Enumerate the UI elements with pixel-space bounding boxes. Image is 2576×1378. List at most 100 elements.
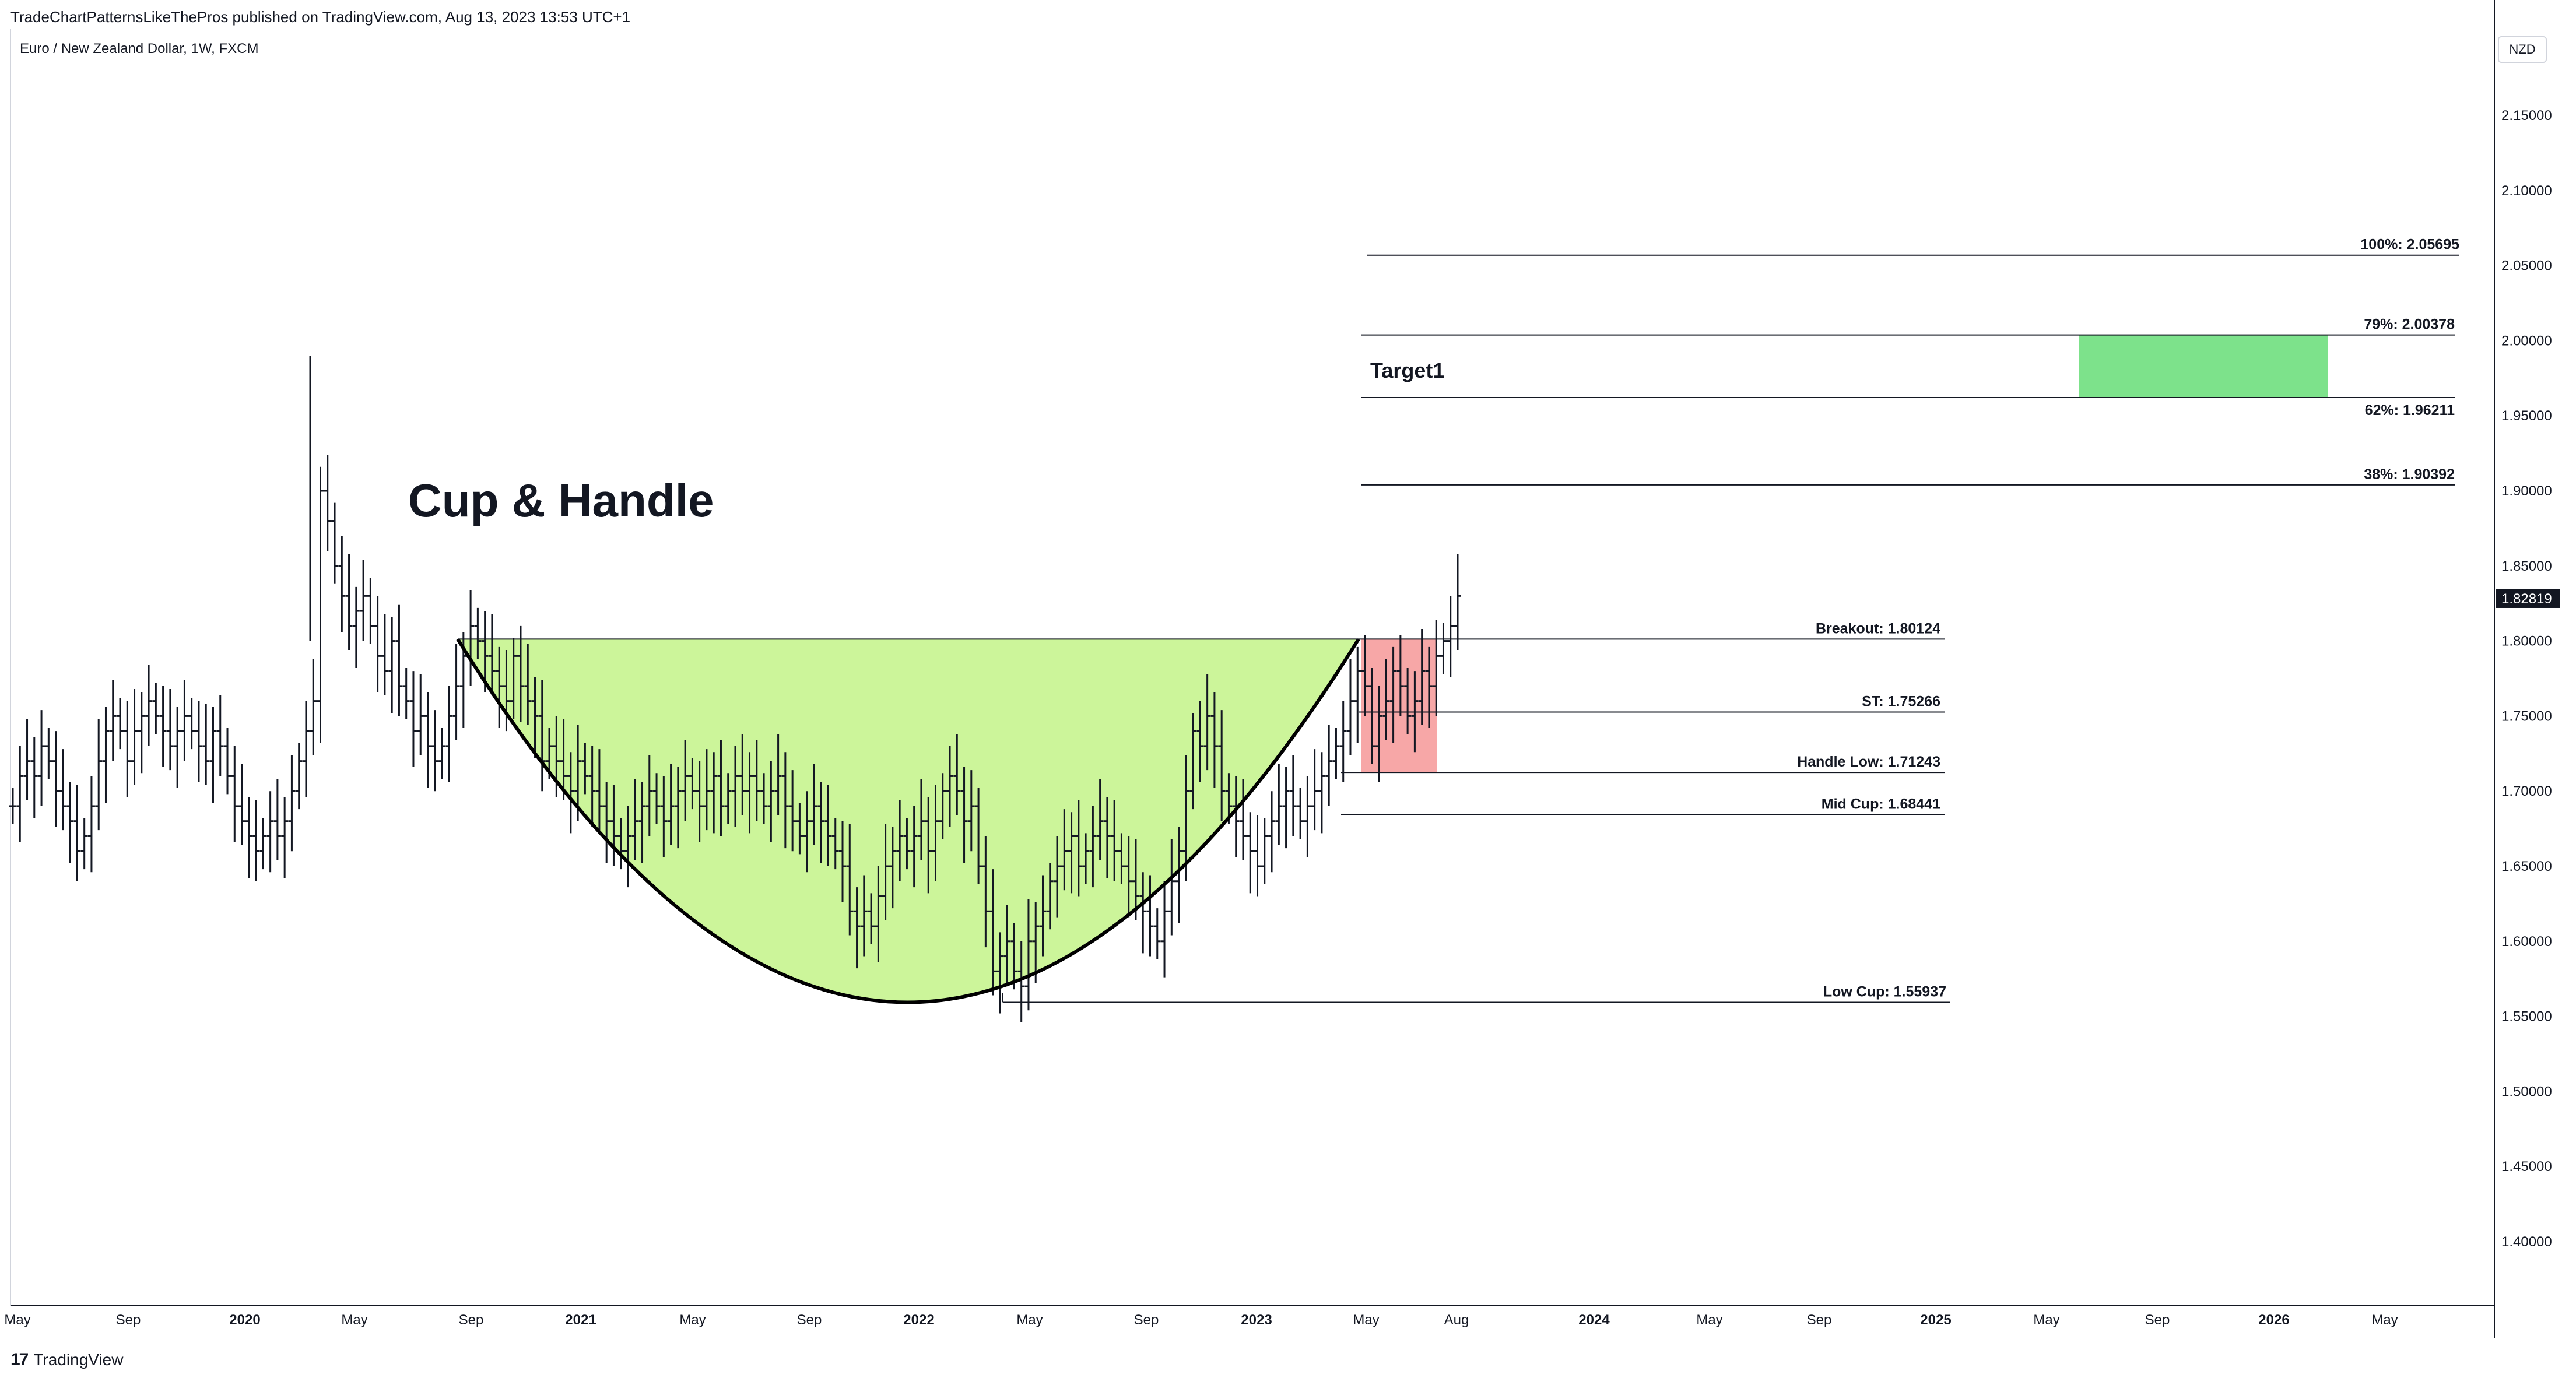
price-bar <box>1153 908 1161 959</box>
last-price-tag <box>2496 589 2560 608</box>
price-bar <box>181 680 188 761</box>
price-bar <box>803 791 810 873</box>
price-bar <box>374 596 381 692</box>
price-bar <box>424 692 431 789</box>
price-bar <box>1168 839 1175 936</box>
cup-outline <box>456 638 1360 1004</box>
symbol-line[interactable]: Euro / New Zealand Dollar, 1W, FXCM <box>20 41 259 57</box>
fib-levels[interactable]: 100%: 2.05695 79%: 2.00378 62%: 1.96211 38%… <box>458 237 2459 1003</box>
price-bar <box>395 604 403 716</box>
price-bar <box>95 719 103 831</box>
price-bar <box>567 752 574 834</box>
price-bar <box>831 818 839 870</box>
price-bar <box>960 767 968 863</box>
price-bar <box>138 692 145 774</box>
price-bar <box>224 728 231 795</box>
level-label: 38%: 1.90392 <box>2364 466 2455 483</box>
price-bar <box>1161 881 1168 978</box>
price-bar <box>310 659 317 755</box>
price-bar <box>1375 686 1383 782</box>
price-bar <box>1447 596 1454 677</box>
price-bar <box>1254 815 1261 897</box>
level-label: Breakout: 1.80124 <box>1816 620 1940 637</box>
price-bar <box>1354 646 1361 743</box>
time-tick-label: Sep <box>797 1312 822 1328</box>
price-bar <box>360 560 367 641</box>
price-bar <box>910 806 918 888</box>
price-bar <box>445 686 453 782</box>
brand-name: TradingView <box>33 1351 124 1369</box>
price-bar <box>631 779 639 860</box>
price-bar <box>80 818 88 870</box>
price-bar <box>216 695 224 776</box>
price-bar <box>109 680 117 761</box>
price-bar <box>23 719 31 800</box>
price-bar <box>1304 776 1311 857</box>
price-bar <box>767 761 775 842</box>
price-bar <box>975 788 982 884</box>
price-tick-label: 1.50000 <box>2501 1084 2552 1099</box>
price-bar <box>1440 623 1447 674</box>
publisher-line: TradeChartPatternsLikeThePros published … <box>10 8 631 26</box>
time-tick-label: 2025 <box>1920 1312 1951 1328</box>
price-bar <box>174 706 181 789</box>
price-tick-label: 1.45000 <box>2501 1159 2552 1175</box>
footer: 17 TradingView <box>10 1350 123 1370</box>
price-bar <box>1418 628 1426 725</box>
price-bar <box>1139 872 1147 954</box>
price-bar <box>30 737 38 818</box>
price-bar <box>1361 635 1368 716</box>
tradingview-logo-icon: 17 <box>10 1350 29 1369</box>
time-tick-label: 2022 <box>903 1312 934 1328</box>
level-label: Low Cup: 1.55937 <box>1823 983 1946 1000</box>
price-bar <box>1261 818 1268 884</box>
time-axis[interactable]: May Sep 2020 May Sep 2021 May Sep 2022 May Sep 2023… <box>4 1312 2398 1328</box>
time-tick-label: 2023 <box>1241 1312 1272 1328</box>
price-axis[interactable]: 2.15000 2.10000 2.05000 2.00000 1.95000 1.900… <box>2496 108 2560 1250</box>
price-bar <box>16 746 24 842</box>
price-tick-label: 1.90000 <box>2501 483 2552 499</box>
price-bar <box>524 644 532 725</box>
price-bar <box>431 710 438 792</box>
level-label: Mid Cup: 1.68441 <box>1822 796 1940 812</box>
price-tick-label: 1.80000 <box>2501 634 2552 649</box>
time-tick-label: May <box>1696 1312 1722 1328</box>
price-bar <box>753 740 760 821</box>
price-bar <box>710 752 718 834</box>
price-bar <box>682 740 689 821</box>
price-bar <box>932 785 939 881</box>
price-bar <box>774 734 782 815</box>
price-bar <box>1275 764 1283 845</box>
price-bar <box>531 677 539 758</box>
price-bar <box>1203 674 1211 771</box>
price-bar <box>1039 875 1047 957</box>
price-bar <box>73 785 81 881</box>
price-bar <box>503 650 510 732</box>
price-bar <box>288 755 296 852</box>
price-tick-label: 2.05000 <box>2501 258 2552 274</box>
price-bar <box>903 818 911 870</box>
time-tick-label: May <box>1016 1312 1043 1328</box>
level-label: 100%: 2.05695 <box>2360 237 2459 253</box>
price-bar <box>717 740 725 836</box>
price-bar <box>882 824 889 920</box>
price-bar <box>59 749 66 831</box>
price-bar <box>1325 725 1333 806</box>
currency-badge[interactable]: NZD <box>2498 36 2547 63</box>
target1-label: Target1 <box>1370 358 1444 382</box>
level-label: ST: 1.75266 <box>1862 694 1940 710</box>
price-bar <box>967 770 975 852</box>
price-bar <box>1175 827 1182 923</box>
price-bar <box>1024 899 1032 1011</box>
price-bar <box>674 767 682 849</box>
price-bar <box>1396 635 1404 716</box>
price-bar <box>846 824 854 936</box>
price-bar <box>1146 875 1154 957</box>
price-bar <box>1182 755 1189 881</box>
price-bar <box>367 578 374 644</box>
price-bar <box>645 755 653 836</box>
price-bar <box>610 785 617 866</box>
price-bar <box>1332 728 1340 779</box>
price-bar <box>159 686 167 767</box>
